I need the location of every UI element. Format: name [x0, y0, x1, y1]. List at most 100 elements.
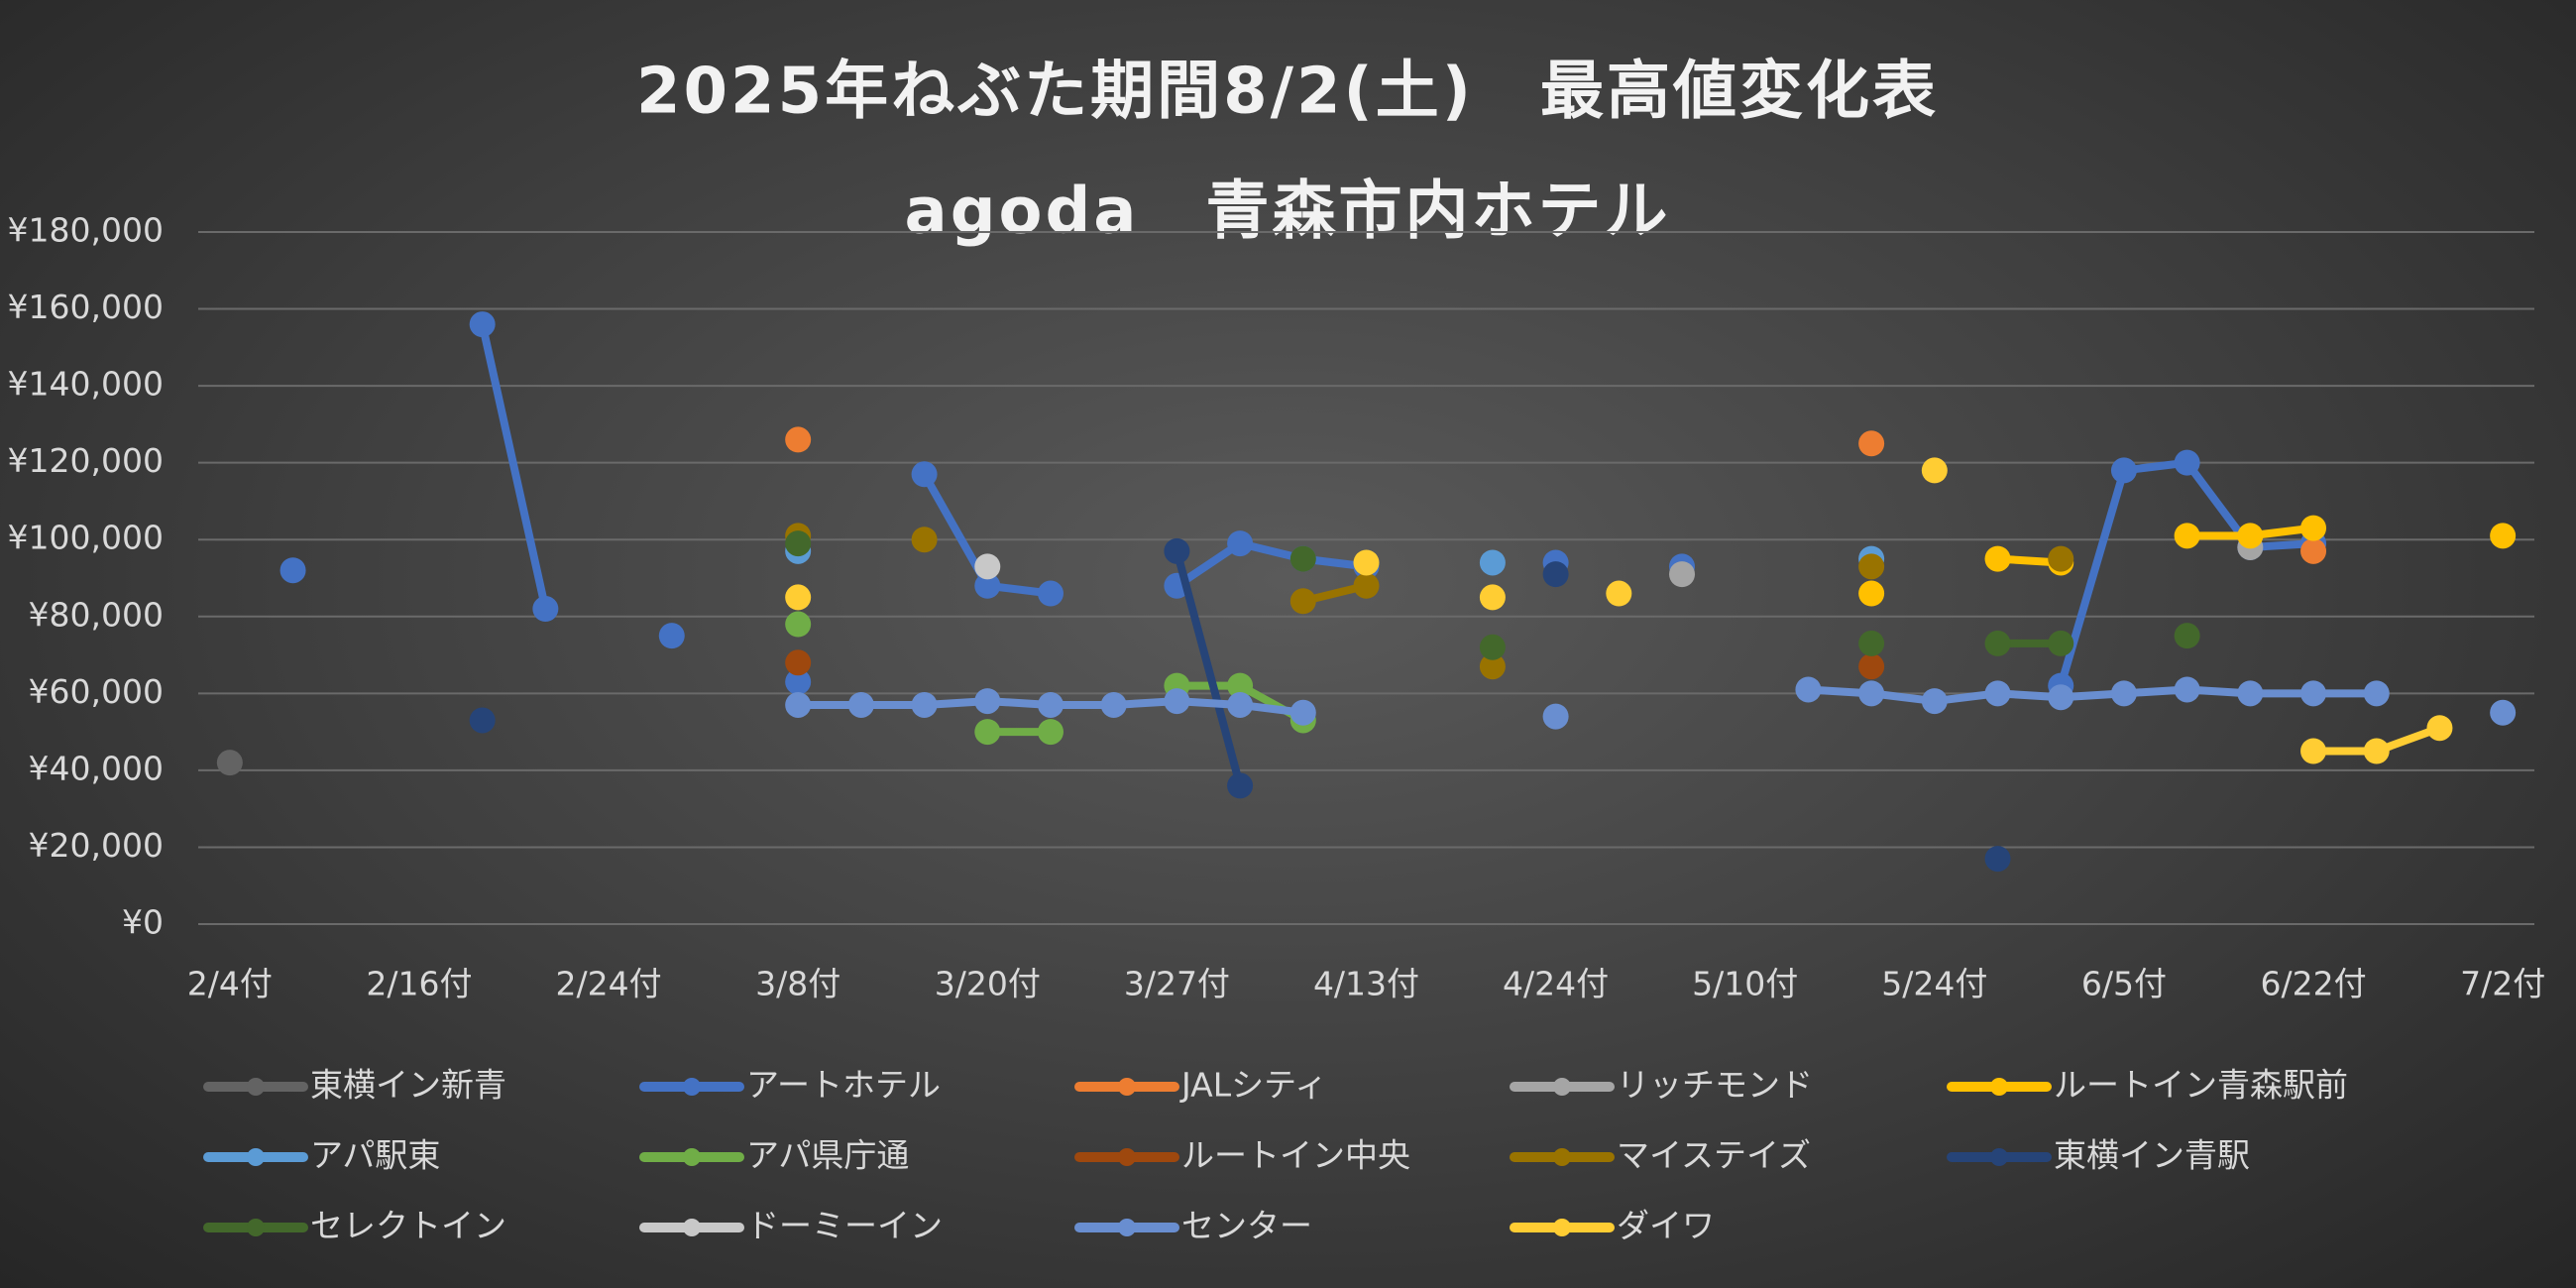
data-point	[847, 691, 874, 718]
legend-marker	[683, 1078, 701, 1096]
legend-item: リッチモンド	[1510, 1066, 1813, 1105]
legend-label: マイステイズ	[1617, 1136, 1811, 1175]
x-tick-label: 6/22付	[2260, 965, 2366, 1003]
legend-label: 東横イン新青	[310, 1066, 506, 1105]
legend-label: セレクトイン	[310, 1207, 506, 1245]
data-point	[974, 719, 1001, 746]
data-point	[1227, 672, 1254, 699]
data-point	[1479, 653, 1506, 680]
data-point	[2048, 630, 2074, 656]
data-point	[974, 572, 1001, 599]
x-tick-label: 4/13付	[1313, 965, 1419, 1003]
data-point	[2174, 449, 2200, 476]
legend-item: センター	[1074, 1207, 1312, 1245]
x-tick-label: 3/27付	[1124, 965, 1230, 1003]
data-point	[1921, 688, 1948, 715]
data-point	[785, 530, 812, 557]
data-point	[1858, 430, 1885, 457]
legend-marker	[247, 1078, 265, 1096]
data-point	[785, 691, 812, 718]
legend-item: アパ県庁通	[639, 1136, 909, 1175]
x-tick-label: 5/10付	[1692, 965, 1798, 1003]
data-point	[1984, 846, 2011, 873]
legend-label: リッチモンド	[1617, 1066, 1813, 1105]
data-point	[1606, 580, 1632, 607]
series-line	[1173, 539, 1371, 590]
data-point	[1984, 680, 2011, 707]
data-point	[1353, 549, 1380, 576]
data-point	[469, 311, 496, 338]
data-point	[911, 527, 938, 553]
data-point	[658, 623, 685, 649]
x-tick-label: 2/16付	[366, 965, 472, 1003]
legend-label: 東横イン青駅	[2054, 1136, 2250, 1175]
legend-label: ダイワ	[1617, 1207, 1715, 1245]
series-line	[478, 320, 550, 614]
y-tick-label: ¥40,000	[29, 749, 164, 787]
x-tick-label: 5/24付	[1881, 965, 1987, 1003]
data-point	[280, 557, 306, 584]
data-point	[469, 707, 496, 734]
legend-marker	[1553, 1219, 1571, 1236]
data-point	[974, 553, 1001, 580]
legend-item: ダイワ	[1510, 1207, 1715, 1245]
legend-label: アパ県庁通	[746, 1136, 909, 1175]
legend-marker	[683, 1148, 701, 1166]
data-point	[1479, 584, 1506, 611]
data-point	[1479, 634, 1506, 660]
data-point	[785, 649, 812, 676]
legend-label: アートホテル	[746, 1066, 941, 1105]
y-tick-label: ¥20,000	[29, 826, 164, 865]
data-point	[2426, 715, 2453, 742]
data-point	[911, 461, 938, 488]
data-point	[785, 611, 812, 638]
data-point	[1542, 561, 1569, 588]
series-line	[2057, 458, 2318, 690]
legend-marker	[1118, 1078, 1136, 1096]
data-point	[1984, 545, 2011, 572]
x-tick-label: 4/24付	[1503, 965, 1609, 1003]
data-point	[2490, 699, 2517, 726]
data-point	[2048, 684, 2074, 711]
legend-item: ルートイン中央	[1074, 1136, 1410, 1175]
data-point	[1037, 719, 1064, 746]
y-tick-label: ¥80,000	[29, 595, 164, 634]
legend-label: センター	[1181, 1207, 1312, 1245]
data-point	[911, 691, 938, 718]
data-point	[2300, 738, 2327, 764]
data-point	[974, 688, 1001, 715]
data-point	[2363, 738, 2390, 764]
x-tick-label: 2/4付	[187, 965, 273, 1003]
data-point	[1858, 680, 1885, 707]
data-point	[2300, 680, 2327, 707]
data-point	[2490, 523, 2517, 549]
chart-subtitle: agoda 青森市内ホテル	[905, 176, 1671, 249]
x-tick-label: 3/8付	[755, 965, 840, 1003]
y-tick-label: ¥120,000	[8, 441, 164, 480]
data-point	[1858, 630, 1885, 656]
data-point	[1037, 691, 1064, 718]
legend-marker	[1553, 1148, 1571, 1166]
legend-label: ルートイン中央	[1181, 1136, 1410, 1175]
y-tick-label: ¥60,000	[29, 672, 164, 711]
legend-marker	[1990, 1078, 2008, 1096]
data-point	[1858, 553, 1885, 580]
legend-item: セレクトイン	[203, 1207, 506, 1245]
data-point	[1227, 530, 1254, 557]
legend-item: アートホテル	[639, 1066, 941, 1105]
data-point	[1100, 691, 1127, 718]
data-point	[532, 596, 559, 623]
legend-item: ドーミーイン	[639, 1207, 943, 1245]
legend-label: ルートイン青森駅前	[2054, 1066, 2348, 1105]
data-point	[1858, 653, 1885, 680]
data-point	[1227, 691, 1254, 718]
data-point	[785, 584, 812, 611]
legend-label: アパ駅東	[310, 1136, 440, 1175]
series-line	[1804, 685, 2381, 706]
y-tick-label: ¥0	[122, 903, 164, 942]
y-tick-label: ¥100,000	[8, 519, 164, 557]
legend-marker	[247, 1219, 265, 1236]
data-point	[2174, 676, 2200, 703]
legend-item: ルートイン青森駅前	[1947, 1066, 2348, 1105]
